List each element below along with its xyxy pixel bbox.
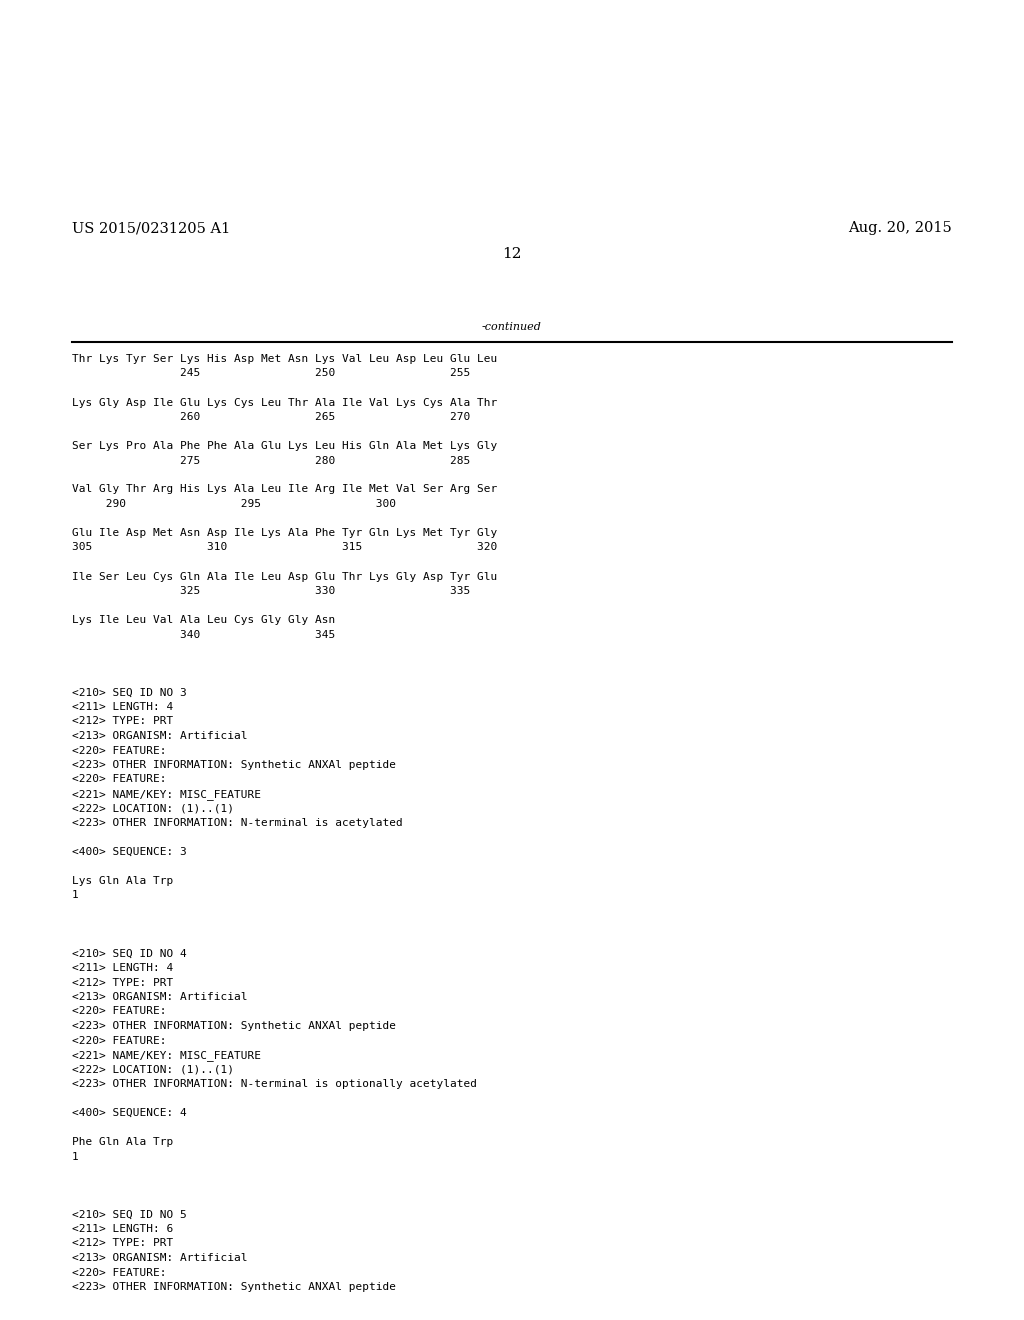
Text: <211> LENGTH: 6: <211> LENGTH: 6 bbox=[72, 1224, 173, 1234]
Text: <220> FEATURE:: <220> FEATURE: bbox=[72, 1006, 167, 1016]
Text: <220> FEATURE:: <220> FEATURE: bbox=[72, 746, 167, 755]
Text: Val Gly Thr Arg His Lys Ala Leu Ile Arg Ile Met Val Ser Arg Ser: Val Gly Thr Arg His Lys Ala Leu Ile Arg … bbox=[72, 484, 498, 495]
Text: Lys Gln Ala Trp: Lys Gln Ala Trp bbox=[72, 876, 173, 886]
Text: 245                 250                 255: 245 250 255 bbox=[72, 368, 470, 379]
Text: <222> LOCATION: (1)..(1): <222> LOCATION: (1)..(1) bbox=[72, 1064, 234, 1074]
Text: <213> ORGANISM: Artificial: <213> ORGANISM: Artificial bbox=[72, 1253, 248, 1263]
Text: 1: 1 bbox=[72, 1151, 79, 1162]
Text: 12: 12 bbox=[502, 247, 522, 261]
Text: 340                 345: 340 345 bbox=[72, 630, 335, 639]
Text: <220> FEATURE:: <220> FEATURE: bbox=[72, 775, 167, 784]
Text: <212> TYPE: PRT: <212> TYPE: PRT bbox=[72, 978, 173, 987]
Text: <222> LOCATION: (1)..(1): <222> LOCATION: (1)..(1) bbox=[72, 804, 234, 813]
Text: US 2015/0231205 A1: US 2015/0231205 A1 bbox=[72, 220, 230, 235]
Text: <223> OTHER INFORMATION: Synthetic ANXAl peptide: <223> OTHER INFORMATION: Synthetic ANXAl… bbox=[72, 1020, 396, 1031]
Text: <211> LENGTH: 4: <211> LENGTH: 4 bbox=[72, 702, 173, 711]
Text: 325                 330                 335: 325 330 335 bbox=[72, 586, 470, 597]
Text: <213> ORGANISM: Artificial: <213> ORGANISM: Artificial bbox=[72, 731, 248, 741]
Text: <210> SEQ ID NO 4: <210> SEQ ID NO 4 bbox=[72, 949, 186, 958]
Text: <400> SEQUENCE: 3: <400> SEQUENCE: 3 bbox=[72, 847, 186, 857]
Text: <212> TYPE: PRT: <212> TYPE: PRT bbox=[72, 717, 173, 726]
Text: 305                 310                 315                 320: 305 310 315 320 bbox=[72, 543, 498, 553]
Text: Lys Gly Asp Ile Glu Lys Cys Leu Thr Ala Ile Val Lys Cys Ala Thr: Lys Gly Asp Ile Glu Lys Cys Leu Thr Ala … bbox=[72, 397, 498, 408]
Text: <223> OTHER INFORMATION: N-terminal is optionally acetylated: <223> OTHER INFORMATION: N-terminal is o… bbox=[72, 1078, 477, 1089]
Text: <210> SEQ ID NO 5: <210> SEQ ID NO 5 bbox=[72, 1209, 186, 1220]
Text: <223> OTHER INFORMATION: N-terminal is acetylated: <223> OTHER INFORMATION: N-terminal is a… bbox=[72, 818, 402, 828]
Text: <210> SEQ ID NO 3: <210> SEQ ID NO 3 bbox=[72, 688, 186, 697]
Text: Aug. 20, 2015: Aug. 20, 2015 bbox=[848, 220, 952, 235]
Text: Ser Lys Pro Ala Phe Phe Ala Glu Lys Leu His Gln Ala Met Lys Gly: Ser Lys Pro Ala Phe Phe Ala Glu Lys Leu … bbox=[72, 441, 498, 451]
Text: Glu Ile Asp Met Asn Asp Ile Lys Ala Phe Tyr Gln Lys Met Tyr Gly: Glu Ile Asp Met Asn Asp Ile Lys Ala Phe … bbox=[72, 528, 498, 539]
Text: <221> NAME/KEY: MISC_FEATURE: <221> NAME/KEY: MISC_FEATURE bbox=[72, 1049, 261, 1061]
Text: <211> LENGTH: 4: <211> LENGTH: 4 bbox=[72, 964, 173, 973]
Text: <212> TYPE: PRT: <212> TYPE: PRT bbox=[72, 1238, 173, 1249]
Text: <220> FEATURE:: <220> FEATURE: bbox=[72, 1035, 167, 1045]
Text: <400> SEQUENCE: 4: <400> SEQUENCE: 4 bbox=[72, 1107, 186, 1118]
Text: <223> OTHER INFORMATION: Synthetic ANXAl peptide: <223> OTHER INFORMATION: Synthetic ANXAl… bbox=[72, 1282, 396, 1292]
Text: Ile Ser Leu Cys Gln Ala Ile Leu Asp Glu Thr Lys Gly Asp Tyr Glu: Ile Ser Leu Cys Gln Ala Ile Leu Asp Glu … bbox=[72, 572, 498, 582]
Text: 275                 280                 285: 275 280 285 bbox=[72, 455, 470, 466]
Text: <213> ORGANISM: Artificial: <213> ORGANISM: Artificial bbox=[72, 993, 248, 1002]
Text: Thr Lys Tyr Ser Lys His Asp Met Asn Lys Val Leu Asp Leu Glu Leu: Thr Lys Tyr Ser Lys His Asp Met Asn Lys … bbox=[72, 354, 498, 364]
Text: <220> FEATURE:: <220> FEATURE: bbox=[72, 1267, 167, 1278]
Text: -continued: -continued bbox=[482, 322, 542, 333]
Text: <223> OTHER INFORMATION: Synthetic ANXAl peptide: <223> OTHER INFORMATION: Synthetic ANXAl… bbox=[72, 760, 396, 770]
Text: <221> NAME/KEY: MISC_FEATURE: <221> NAME/KEY: MISC_FEATURE bbox=[72, 789, 261, 800]
Text: Lys Ile Leu Val Ala Leu Cys Gly Gly Asn: Lys Ile Leu Val Ala Leu Cys Gly Gly Asn bbox=[72, 615, 335, 624]
Text: 290                 295                 300: 290 295 300 bbox=[72, 499, 396, 510]
Text: 1: 1 bbox=[72, 891, 79, 900]
Text: Phe Gln Ala Trp: Phe Gln Ala Trp bbox=[72, 1137, 173, 1147]
Text: 260                 265                 270: 260 265 270 bbox=[72, 412, 470, 422]
